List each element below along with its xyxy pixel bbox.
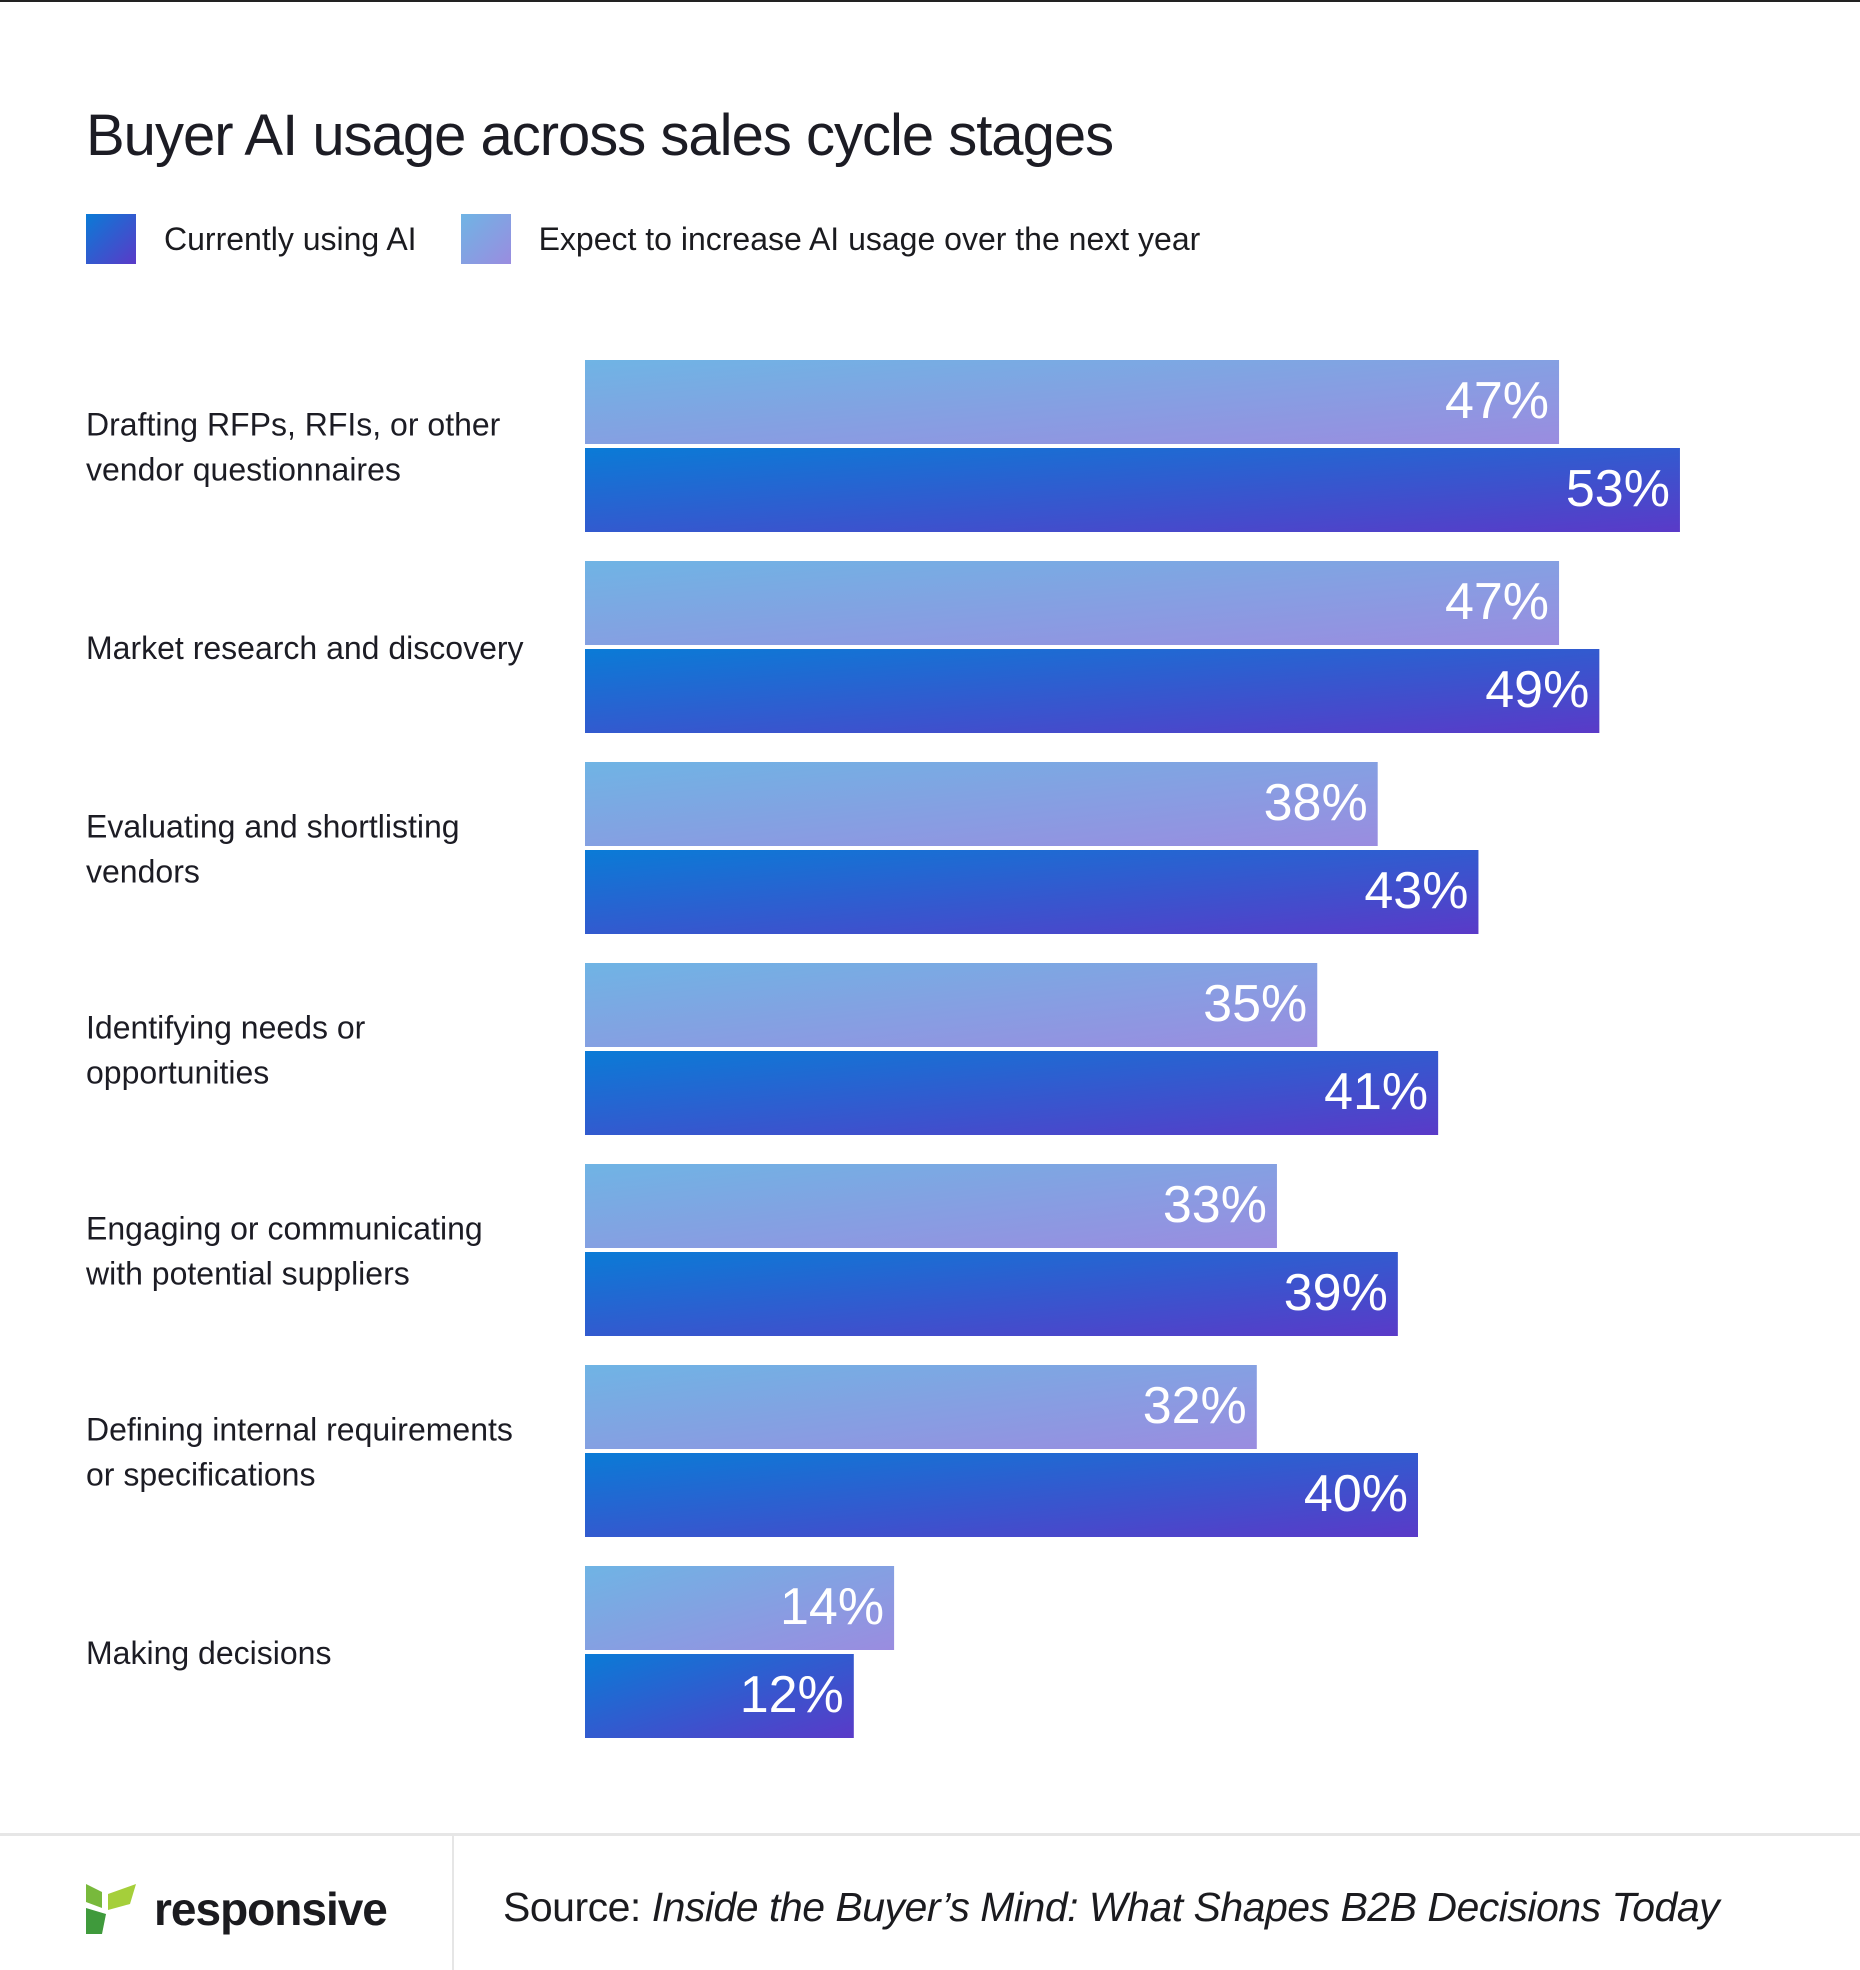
data-label: 47% xyxy=(1445,372,1549,430)
footer-divider xyxy=(452,1836,454,1970)
category-label: with potential suppliers xyxy=(85,1256,410,1292)
bar-expect xyxy=(585,762,1378,846)
category-label: Making decisions xyxy=(86,1635,331,1671)
category-label: or specifications xyxy=(86,1457,315,1493)
bar-expect xyxy=(585,963,1318,1047)
legend-label-current: Currently using AI xyxy=(164,220,417,257)
data-label: 49% xyxy=(1485,661,1589,719)
source-prefix: Source: xyxy=(503,1884,652,1930)
bar-current xyxy=(585,649,1600,733)
data-label: 38% xyxy=(1264,774,1368,832)
category-label: Market research and discovery xyxy=(86,630,524,666)
data-label: 32% xyxy=(1143,1377,1247,1435)
source-note: Source: Inside the Buyer’s Mind: What Sh… xyxy=(503,1884,1720,1931)
bar-current xyxy=(585,448,1680,532)
bar-expect xyxy=(585,360,1560,444)
data-label: 39% xyxy=(1284,1264,1388,1322)
legend-label-expect: Expect to increase AI usage over the nex… xyxy=(538,220,1201,257)
bar-expect xyxy=(585,561,1560,645)
category-label: Engaging or communicating xyxy=(86,1211,483,1247)
legend-swatch-expect xyxy=(460,214,511,264)
bar-expect xyxy=(585,1566,895,1650)
logo-text: responsive xyxy=(154,1883,388,1935)
bar-current xyxy=(585,1252,1398,1336)
data-label: 53% xyxy=(1566,460,1670,518)
category-label: vendor questionnaires xyxy=(86,452,401,488)
bar-expect xyxy=(585,1164,1277,1248)
data-label: 40% xyxy=(1304,1465,1408,1523)
bar-current xyxy=(585,1453,1418,1537)
bar-chart: Drafting RFPs, RFIs, or other vendor ques… xyxy=(85,360,1680,1738)
legend-swatch-current xyxy=(86,214,136,264)
category-label: opportunities xyxy=(86,1055,269,1091)
category-label: Evaluating and shortlisting xyxy=(86,809,460,845)
source-title: Inside the Buyer’s Mind: What Shapes B2B… xyxy=(651,1884,1720,1930)
category-label: vendors xyxy=(86,854,200,890)
bar-expect xyxy=(585,1365,1257,1449)
data-label: 14% xyxy=(780,1578,884,1636)
bar-current xyxy=(585,1654,854,1738)
data-label: 35% xyxy=(1203,975,1307,1033)
leaf-logo-icon xyxy=(86,1884,136,1934)
footer: responsive Source: Inside the Buyer’s Mi… xyxy=(0,1833,1860,1970)
bar-current xyxy=(585,1051,1439,1135)
data-label: 41% xyxy=(1324,1063,1428,1121)
category-label: Identifying needs or xyxy=(86,1010,366,1046)
data-label: 43% xyxy=(1364,862,1468,920)
data-label: 33% xyxy=(1163,1176,1267,1234)
chart-title: Buyer AI usage across sales cycle stages xyxy=(86,103,1114,168)
data-label: 47% xyxy=(1445,573,1549,631)
data-label: 12% xyxy=(740,1666,844,1724)
category-label: Defining internal requirements xyxy=(86,1412,513,1448)
category-label: Drafting RFPs, RFIs, or other xyxy=(86,407,501,443)
legend: Currently using AI Expect to increase AI… xyxy=(86,214,1200,264)
bar-current xyxy=(585,850,1479,934)
responsive-logo: responsive xyxy=(86,1882,388,1936)
